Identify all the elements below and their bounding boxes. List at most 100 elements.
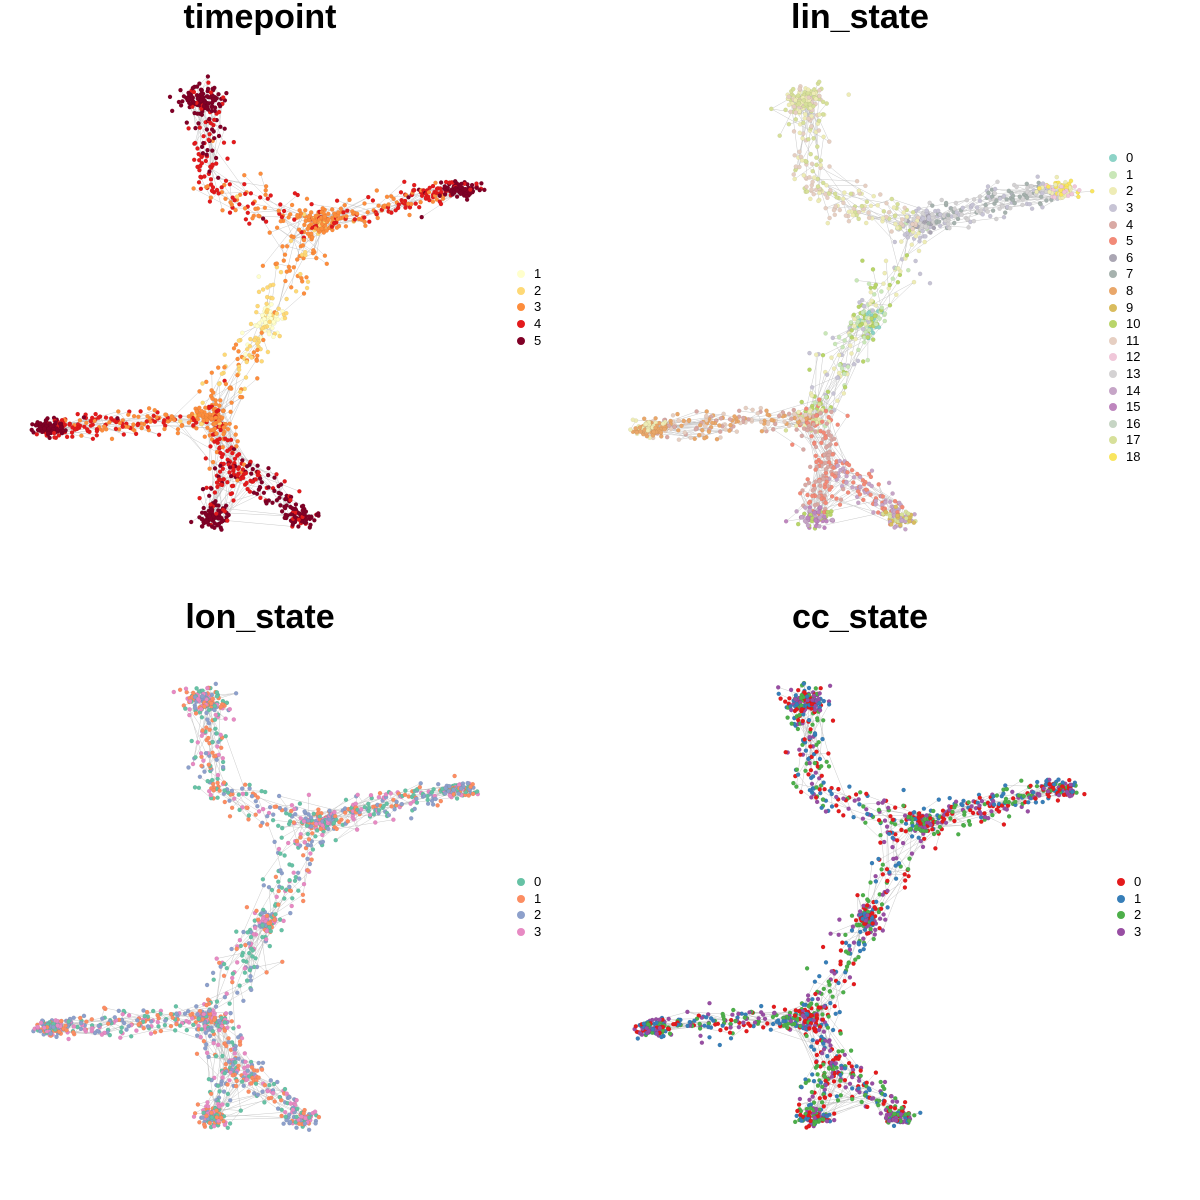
data-point xyxy=(215,365,221,370)
data-point xyxy=(241,929,246,935)
data-point xyxy=(207,513,212,519)
data-point xyxy=(272,1099,277,1104)
data-point xyxy=(301,291,307,296)
data-point xyxy=(985,209,990,214)
data-point xyxy=(204,982,210,988)
data-point xyxy=(849,913,855,918)
data-point xyxy=(253,956,258,961)
data-point xyxy=(376,203,381,208)
data-point xyxy=(229,946,234,952)
data-point xyxy=(1059,184,1064,189)
data-point xyxy=(214,480,220,485)
data-point xyxy=(248,336,253,342)
data-point xyxy=(198,186,204,192)
data-point xyxy=(301,819,307,824)
data-point xyxy=(204,1042,209,1047)
data-point xyxy=(201,133,206,139)
data-point xyxy=(793,1008,799,1013)
data-point xyxy=(216,381,222,387)
legend-swatch xyxy=(1109,320,1117,329)
data-point xyxy=(417,784,423,790)
data-point xyxy=(88,423,94,428)
data-point xyxy=(230,1072,236,1078)
data-point xyxy=(917,271,923,277)
data-point xyxy=(692,436,697,442)
data-point xyxy=(254,323,260,329)
data-point xyxy=(637,425,643,430)
data-point xyxy=(205,86,211,92)
data-point xyxy=(331,820,337,826)
data-point xyxy=(222,126,227,131)
data-point xyxy=(854,922,859,928)
data-point xyxy=(303,218,309,224)
data-point xyxy=(242,172,247,178)
data-point xyxy=(64,1027,69,1033)
data-point xyxy=(78,1026,84,1032)
data-point xyxy=(273,912,278,917)
chart-cc-state xyxy=(632,680,1087,1130)
data-point xyxy=(426,190,432,195)
data-point xyxy=(871,936,876,942)
data-point xyxy=(223,381,229,387)
data-point xyxy=(303,208,308,213)
data-point xyxy=(870,308,875,313)
data-point xyxy=(887,282,893,288)
data-point xyxy=(679,423,684,429)
data-point xyxy=(443,785,449,791)
data-point xyxy=(833,1011,838,1017)
data-point xyxy=(924,208,929,213)
data-point xyxy=(240,475,246,481)
data-point xyxy=(266,884,272,890)
data-point xyxy=(362,215,367,220)
data-point xyxy=(218,482,223,487)
data-point xyxy=(795,521,801,527)
data-point xyxy=(902,872,907,877)
data-point xyxy=(835,463,841,468)
data-point xyxy=(442,184,448,189)
data-point xyxy=(802,116,808,121)
data-point xyxy=(362,804,368,810)
data-point xyxy=(911,520,917,525)
data-point xyxy=(866,210,871,215)
data-point xyxy=(218,124,223,130)
data-point xyxy=(813,991,818,997)
data-point xyxy=(838,962,843,967)
data-point xyxy=(880,928,886,933)
data-point xyxy=(1037,186,1042,191)
data-point xyxy=(899,518,905,523)
data-point xyxy=(168,1011,174,1017)
data-point xyxy=(242,966,248,971)
data-point xyxy=(202,704,207,709)
data-point xyxy=(210,396,215,401)
data-point xyxy=(224,965,230,971)
data-point xyxy=(887,303,893,308)
data-point xyxy=(971,197,977,202)
data-point xyxy=(879,289,884,294)
data-point xyxy=(990,208,996,213)
data-point xyxy=(214,511,219,516)
data-point xyxy=(861,497,866,503)
data-point xyxy=(326,211,331,217)
data-point xyxy=(258,495,263,501)
data-point xyxy=(922,239,927,245)
data-point xyxy=(864,903,870,908)
data-point xyxy=(287,1119,293,1125)
data-point xyxy=(227,1098,233,1103)
data-point xyxy=(183,686,189,691)
data-point xyxy=(229,975,235,981)
data-point xyxy=(214,999,220,1004)
data-point xyxy=(825,220,831,226)
data-point xyxy=(316,807,321,812)
legend-item: 5 xyxy=(1109,233,1140,250)
data-point xyxy=(817,515,823,520)
data-point xyxy=(974,205,980,210)
data-point xyxy=(305,279,311,285)
data-point xyxy=(653,416,658,421)
data-point xyxy=(664,434,670,440)
data-point xyxy=(921,806,927,811)
data-point xyxy=(199,1027,204,1032)
data-point xyxy=(236,1063,241,1069)
data-point xyxy=(843,940,849,946)
data-point xyxy=(227,798,232,803)
data-point xyxy=(1012,201,1017,206)
